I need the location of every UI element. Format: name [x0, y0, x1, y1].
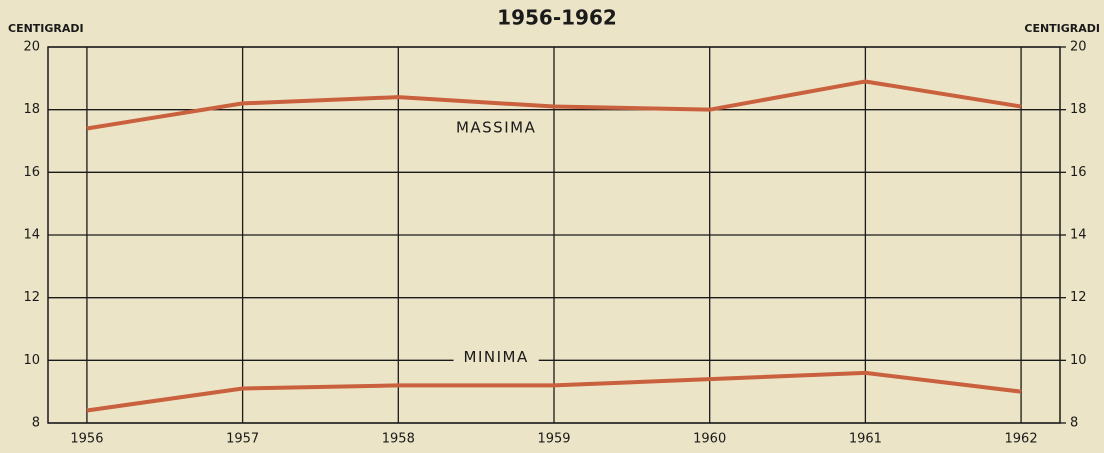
y-tick-label: 8	[32, 416, 40, 431]
y-tick-label: 16	[23, 165, 40, 180]
y-tick-label: 18	[23, 102, 40, 117]
y-tick-label: 10	[23, 353, 40, 368]
data-line	[86, 79, 1022, 131]
y2-tick-label: 10	[1070, 353, 1087, 368]
y2-tick-label: 12	[1070, 290, 1087, 305]
chart-title: 1956-1962	[497, 6, 617, 30]
series-label: MASSIMA	[456, 118, 536, 136]
x-tick-label: 1957	[226, 432, 259, 447]
y2-tick-label: 18	[1070, 102, 1087, 117]
x-tick-label: 1961	[849, 432, 882, 447]
y-tick-label: 12	[23, 290, 40, 305]
x-tick-label: 1959	[537, 432, 570, 447]
y-axis-label: CENTIGRADI	[8, 22, 84, 35]
y2-tick-label: 20	[1070, 40, 1087, 55]
y-tick-label: 14	[23, 228, 40, 243]
x-tick-label: 1958	[382, 432, 415, 447]
series-label-bg	[445, 116, 547, 139]
y2-axis-label: CENTIGRADI	[1024, 22, 1100, 35]
x-tick-label: 1956	[70, 432, 103, 447]
y2-tick-label: 14	[1070, 228, 1087, 243]
data-line	[86, 370, 1022, 413]
y-tick-label: 20	[23, 40, 40, 55]
y2-tick-label: 8	[1070, 416, 1078, 431]
x-tick-label: 1962	[1005, 432, 1038, 447]
y2-tick-label: 16	[1070, 165, 1087, 180]
series-label-bg	[453, 345, 539, 368]
x-tick-label: 1960	[693, 432, 726, 447]
series-label: MINIMA	[464, 348, 529, 366]
